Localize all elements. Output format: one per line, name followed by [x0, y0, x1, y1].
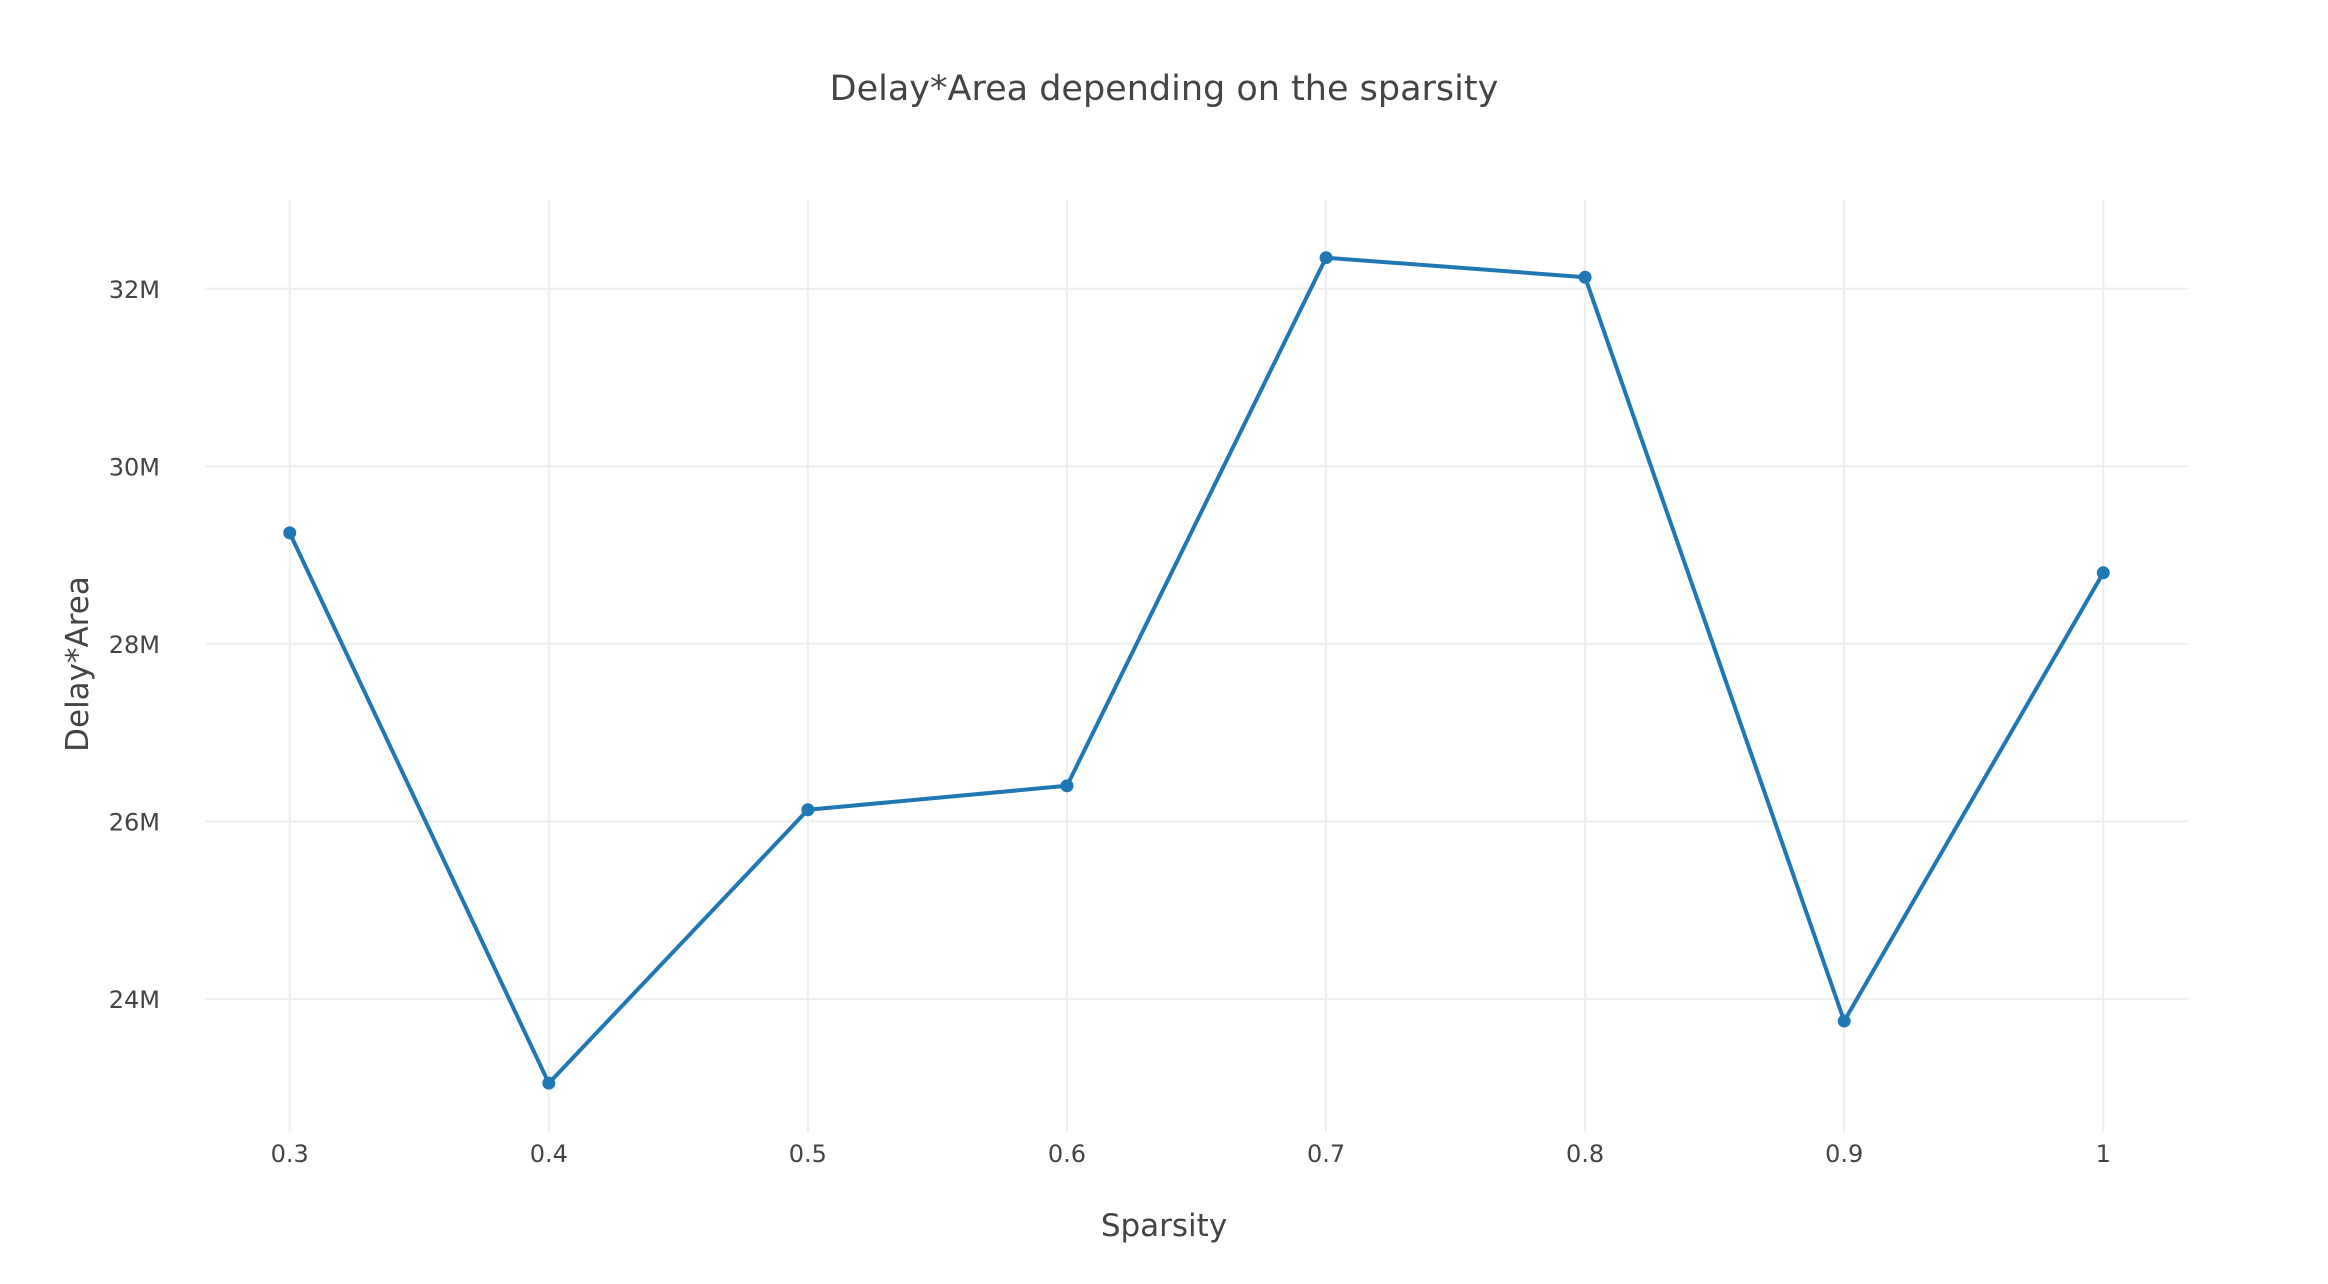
x-axis-title: Sparsity — [1101, 1208, 1227, 1244]
x-tick-label: 0.3 — [271, 1140, 309, 1168]
series-line — [287, 255, 2106, 1086]
grid-lines — [205, 200, 2188, 1132]
data-point — [2096, 566, 2110, 580]
data-series — [283, 251, 2110, 1090]
chart-title: Delay*Area depending on the sparsity — [830, 69, 1499, 109]
data-point — [542, 1076, 556, 1090]
y-tick-label: 28M — [109, 631, 160, 659]
data-point — [1578, 270, 1592, 284]
y-axis-title: Delay*Area — [60, 576, 96, 752]
y-tick-label: 30M — [109, 453, 160, 481]
x-tick-label: 0.5 — [789, 1140, 827, 1168]
x-tick-label: 1 — [2096, 1140, 2111, 1168]
data-point — [801, 803, 815, 817]
x-tick-label: 0.4 — [530, 1140, 568, 1168]
data-point — [283, 526, 297, 540]
x-tick-label: 0.6 — [1048, 1140, 1086, 1168]
y-tick-label: 26M — [109, 808, 160, 836]
x-tick-labels: 0.3 0.4 0.5 0.6 0.7 0.8 0.9 1 — [271, 1140, 2111, 1168]
y-tick-label: 24M — [109, 986, 160, 1014]
data-point — [1060, 779, 1074, 793]
data-point — [1319, 251, 1333, 265]
y-tick-labels: 24M 26M 28M 30M 32M — [109, 276, 160, 1014]
y-tick-label: 32M — [109, 276, 160, 304]
data-point — [1837, 1014, 1851, 1028]
x-tick-label: 0.8 — [1566, 1140, 1604, 1168]
x-tick-label: 0.7 — [1307, 1140, 1345, 1168]
x-tick-label: 0.9 — [1825, 1140, 1863, 1168]
